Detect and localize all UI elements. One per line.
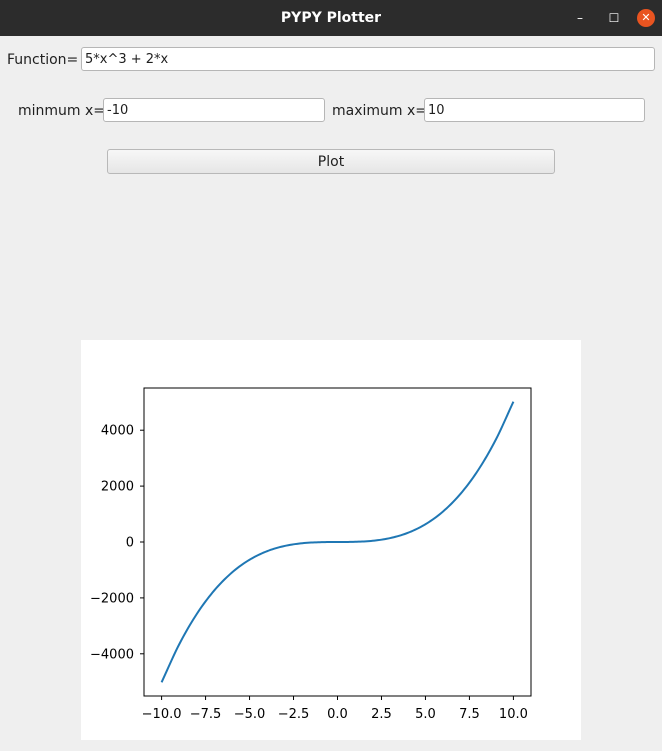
min-x-label: minmum x= [18, 103, 106, 119]
y-tick-label: 0 [126, 536, 134, 551]
x-tick-label: −10.0 [142, 707, 182, 722]
close-icon[interactable]: ✕ [637, 9, 655, 27]
plot-canvas: −10.0 −7.5 −5.0 −2.5 0.0 2.5 5.0 7.5 10.0 −4000 −… [81, 340, 581, 740]
x-tick-label: −2.5 [278, 707, 310, 722]
y-tick-label: −4000 [90, 647, 134, 662]
window-title: PYPY Plotter [280, 10, 382, 26]
min-x-input[interactable] [103, 98, 325, 122]
function-chart: −10.0 −7.5 −5.0 −2.5 0.0 2.5 5.0 7.5 10.0 −4000 −… [90, 387, 532, 722]
minimize-icon[interactable]: – [577, 11, 583, 25]
title-bar[interactable]: PYPY Plotter – ☐ ✕ [0, 0, 662, 36]
maximize-icon[interactable]: ☐ [608, 11, 620, 25]
x-tick-label: 2.5 [371, 707, 392, 722]
x-tick-label: −7.5 [190, 707, 222, 722]
plot-button[interactable]: Plot [107, 149, 555, 174]
y-tick-label: 2000 [101, 480, 134, 495]
x-tick-label: 7.5 [459, 707, 480, 722]
y-tick-label: −2000 [90, 591, 134, 606]
series-line [160, 401, 515, 683]
x-tick-label: 5.0 [415, 707, 436, 722]
x-tick-label: −5.0 [234, 707, 266, 722]
x-tick-label: 10.0 [499, 707, 528, 722]
x-tick-label: 0.0 [327, 707, 348, 722]
function-label: Function= [7, 52, 79, 68]
max-x-label: maximum x= [332, 103, 428, 119]
y-tick-label: 4000 [101, 424, 134, 439]
max-x-input[interactable] [424, 98, 645, 122]
function-input[interactable] [81, 47, 655, 71]
